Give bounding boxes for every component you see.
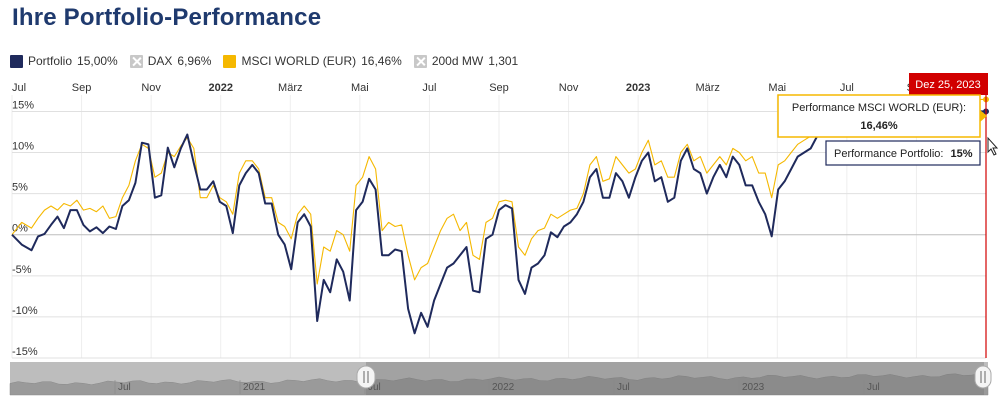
chart-legend: Portfolio 15,00% DAX 6,96% MSCI WORLD (E… bbox=[10, 52, 530, 70]
x-tick-label: Jul bbox=[840, 82, 854, 94]
x-tick-label: 2023 bbox=[626, 82, 650, 94]
y-tick-label: -15% bbox=[12, 346, 38, 358]
tooltip-portfolio: Performance Portfolio: 15% bbox=[825, 140, 981, 166]
navigator-label: Jul bbox=[368, 382, 381, 393]
page-title: Ihre Portfolio-Performance bbox=[12, 4, 322, 31]
y-tick-label: 5% bbox=[12, 182, 28, 194]
x-tick-label: Jul bbox=[422, 82, 436, 94]
legend-label-portfolio: Portfolio bbox=[28, 54, 73, 68]
legend-value-msci-world: 16,46% bbox=[361, 54, 402, 68]
tooltip-portfolio-value: 15% bbox=[951, 148, 973, 160]
tooltip-msci-world: Performance MSCI WORLD (EUR): 16,46% bbox=[777, 94, 987, 138]
legend-value-dax: 6,96% bbox=[177, 54, 212, 68]
x-tick-label: Mai bbox=[351, 82, 369, 94]
legend-item-portfolio[interactable]: Portfolio 15,00% bbox=[10, 54, 118, 68]
tooltip-msci-value: 16,46% bbox=[860, 120, 898, 132]
navigator-label: 2021 bbox=[243, 382, 266, 393]
legend-item-200d-mw[interactable]: 200d MW 1,301 bbox=[413, 54, 519, 68]
x-tick-label: 2022 bbox=[208, 82, 232, 94]
x-axis-ticks: Jul Sep Nov 2022 März Mai Jul Sep Nov 2023 März Mai… bbox=[12, 82, 926, 94]
y-tick-label: -10% bbox=[12, 305, 38, 317]
legend-value-portfolio: 15,00% bbox=[77, 54, 118, 68]
navigator-area bbox=[9, 373, 989, 396]
mouse-cursor-icon bbox=[987, 136, 999, 156]
y-tick-label: 15% bbox=[12, 99, 34, 111]
navigator-label: Jul bbox=[118, 382, 131, 393]
legend-label-200d-mw: 200d MW bbox=[431, 54, 484, 68]
x-tick-label: Nov bbox=[559, 82, 579, 94]
navigator-selection bbox=[366, 362, 984, 395]
navigator-label: 2023 bbox=[742, 382, 765, 393]
y-tick-label: 10% bbox=[12, 141, 34, 153]
legend-label-dax: DAX bbox=[147, 54, 173, 68]
navigator-right-handle[interactable] bbox=[974, 365, 992, 389]
x-tick-label: März bbox=[278, 82, 302, 94]
tooltip-portfolio-label: Performance Portfolio: bbox=[834, 148, 943, 160]
x-tick-label: Jul bbox=[12, 82, 26, 94]
x-tick-label: März bbox=[695, 82, 719, 94]
navigator-label: Jul bbox=[867, 382, 880, 393]
range-navigator[interactable]: Jul 2021 Jul 2022 Jul 2023 Jul bbox=[9, 362, 992, 396]
navigator-left-handle[interactable] bbox=[356, 365, 376, 389]
legend-swatch-portfolio bbox=[10, 54, 23, 68]
legend-item-msci-world[interactable]: MSCI WORLD (EUR) 16,46% bbox=[223, 54, 402, 68]
legend-swatch-dax-disabled-icon bbox=[129, 54, 143, 68]
navigator-label: Jul bbox=[617, 382, 630, 393]
legend-swatch-msci-world bbox=[223, 54, 237, 68]
x-tick-label: Mai bbox=[768, 82, 786, 94]
tooltip-date-flag: Dez 25, 2023 bbox=[909, 73, 988, 95]
legend-item-dax[interactable]: DAX 6,96% bbox=[129, 54, 212, 68]
navigator-label: 2022 bbox=[492, 382, 515, 393]
tooltip-msci-label: Performance MSCI WORLD (EUR): bbox=[792, 102, 966, 114]
y-tick-label: -5% bbox=[12, 264, 32, 276]
legend-value-200d-mw: 1,301 bbox=[488, 54, 519, 68]
legend-swatch-200d-mw-disabled-icon bbox=[413, 54, 427, 68]
tooltip-portfolio-line: Performance Portfolio: 15% bbox=[834, 148, 973, 160]
x-tick-label: Sep bbox=[72, 82, 92, 94]
legend-label-msci-world: MSCI WORLD (EUR) bbox=[241, 54, 357, 68]
x-tick-label: Sep bbox=[489, 82, 509, 94]
tooltip-date: Dez 25, 2023 bbox=[915, 79, 980, 91]
x-tick-label: Nov bbox=[141, 82, 161, 94]
y-axis-ticks: 15% 10% 5% 0% -5% -10% -15% bbox=[12, 99, 38, 358]
y-tick-label: 0% bbox=[12, 223, 28, 235]
